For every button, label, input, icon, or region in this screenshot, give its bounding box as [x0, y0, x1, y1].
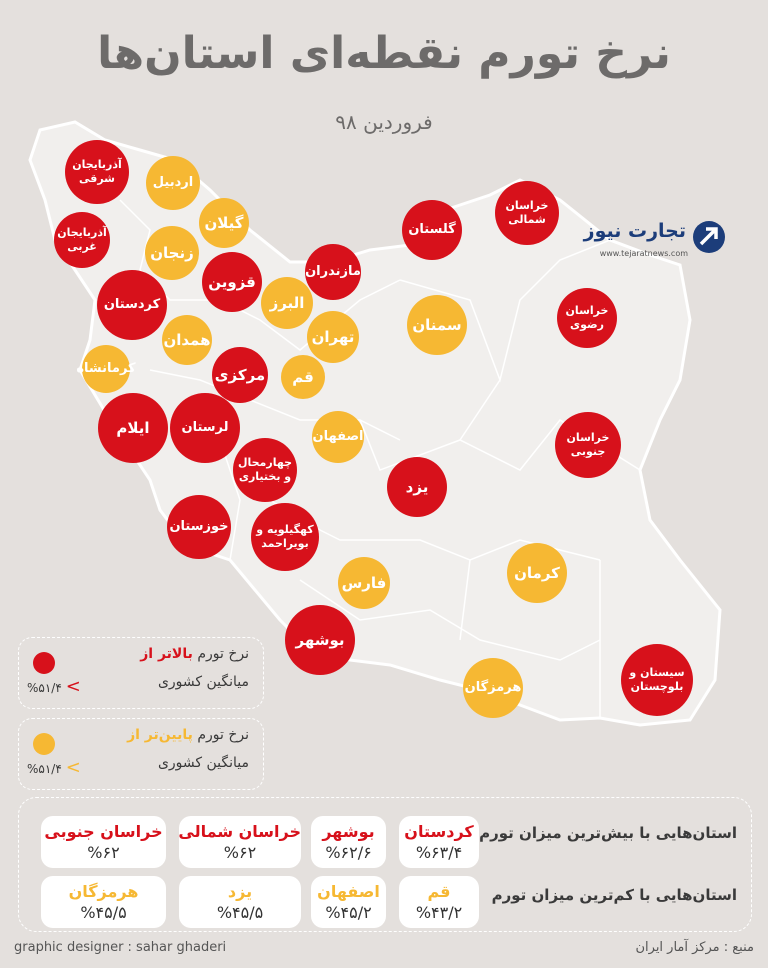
summary-card: کردستان %۶۳/۴ — [399, 816, 479, 868]
province-circle: چهارمحال و بختیاری — [233, 438, 297, 502]
legend-average: %۵۱/۴ < — [27, 676, 81, 697]
province-circle: ایلام — [98, 393, 168, 463]
card-name: هرمزگان — [68, 882, 139, 901]
summary-card: خراسان شمالی %۶۲ — [178, 816, 301, 868]
province-circle: تهران — [307, 311, 359, 363]
legend-text: میانگین کشوری — [157, 755, 249, 771]
legend-emphasis: پایین‌تر از — [127, 727, 193, 743]
card-name: خراسان جنوبی — [44, 822, 163, 841]
title: نرخ تورم نقطه‌ای استان‌ها — [97, 28, 671, 79]
summary-card: خراسان جنوبی %۶۲ — [41, 816, 166, 868]
summary-card: هرمزگان %۴۵/۵ — [41, 876, 166, 928]
summary-card: بوشهر %۶۲/۶ — [311, 816, 386, 868]
card-value: %۴۵/۵ — [216, 903, 264, 922]
summary-card: اصفهان %۴۵/۲ — [311, 876, 386, 928]
legend-dot — [33, 733, 55, 755]
legend-emphasis: بالاتر از — [140, 646, 193, 662]
province-circle: کرمان — [507, 543, 567, 603]
summary-row-label: استان‌هایی با بیش‌ترین میزان تورم — [479, 824, 737, 842]
legend-line: نرخ تورم پایین‌تر از — [127, 727, 249, 743]
legend-average-value: %۵۱/۴ — [27, 762, 62, 776]
province-circle: بوشهر — [285, 605, 355, 675]
legend-high: نرخ تورم بالاتر از میانگین کشوری %۵۱/۴ < — [18, 637, 264, 709]
legend-dot — [33, 652, 55, 674]
province-circle: سیستان و بلوچستان — [621, 644, 693, 716]
legend-average: %۵۱/۴ < — [27, 757, 81, 778]
province-circle: آذربایجان غربی — [54, 212, 110, 268]
legend-text: میانگین کشوری — [157, 674, 249, 690]
province-circle: یزد — [387, 457, 447, 517]
subtitle: فروردین ۹۸ — [335, 110, 433, 134]
province-circle: هرمزگان — [463, 658, 523, 718]
province-circle: قم — [281, 355, 325, 399]
legend-sign: < — [65, 757, 81, 778]
province-circle: لرستان — [170, 393, 240, 463]
province-circle: همدان — [162, 315, 212, 365]
designer: graphic designer : sahar ghaderi — [14, 940, 227, 955]
legend-low: نرخ تورم پایین‌تر از میانگین کشوری %۵۱/۴… — [18, 718, 264, 790]
province-circle: گیلان — [199, 198, 249, 248]
province-circle: مرکزی — [212, 347, 268, 403]
province-circle: البرز — [261, 277, 313, 329]
province-circle: فارس — [338, 557, 390, 609]
card-value: %۶۲ — [223, 843, 257, 862]
province-circle: کردستان — [97, 270, 167, 340]
card-name: کردستان — [404, 822, 474, 841]
province-circle: مازندران — [305, 244, 361, 300]
province-circle: خراسان جنوبی — [555, 412, 621, 478]
card-value: %۶۲ — [87, 843, 120, 862]
summary-card: یزد %۴۵/۵ — [179, 876, 301, 928]
card-name: بوشهر — [322, 822, 375, 841]
card-value: %۶۳/۴ — [415, 843, 463, 862]
province-circle: خراسان شمالی — [495, 181, 559, 245]
card-name: اصفهان — [317, 882, 380, 901]
province-circle: زنجان — [145, 226, 199, 280]
province-circle: اصفهان — [312, 411, 364, 463]
province-circle: گلستان — [402, 200, 462, 260]
logo-icon — [693, 221, 725, 253]
summary-box: استان‌هایی با بیش‌ترین میزان تورم استان‌… — [18, 797, 752, 932]
logo-name: تجارت نیوز — [583, 220, 686, 242]
province-circle: آذربایجان شرقی — [65, 140, 129, 204]
card-name: خراسان شمالی — [178, 822, 301, 841]
legend-average-value: %۵۱/۴ — [27, 681, 62, 695]
province-circle: کرمانشاه — [76, 345, 136, 393]
logo: تجارت نیوز www.tejaratnews.com — [556, 218, 726, 264]
source: منبع : مرکز آمار ایران — [635, 940, 754, 955]
legend-sign: < — [65, 676, 81, 697]
card-name: یزد — [227, 882, 253, 901]
province-circle: سمنان — [407, 295, 467, 355]
card-value: %۶۲/۶ — [325, 843, 372, 862]
summary-row-label: استان‌هایی با کم‌ترین میزان تورم — [491, 886, 737, 904]
province-circle: قزوین — [202, 252, 262, 312]
logo-url: www.tejaratnews.com — [599, 249, 688, 258]
card-value: %۴۳/۲ — [415, 903, 463, 922]
province-circle: خوزستان — [167, 495, 231, 559]
card-value: %۴۵/۵ — [80, 903, 127, 922]
province-circle: کهگیلویه و بویراحمد — [251, 503, 319, 571]
legend-text: نرخ تورم — [197, 646, 249, 662]
summary-card: قم %۴۳/۲ — [399, 876, 479, 928]
legend-line: نرخ تورم بالاتر از — [140, 646, 249, 662]
card-name: قم — [427, 882, 451, 901]
legend-text: نرخ تورم — [197, 727, 249, 743]
card-value: %۴۵/۲ — [325, 903, 372, 922]
province-circle: خراسان رضوی — [557, 288, 617, 348]
province-circle: اردبیل — [146, 156, 200, 210]
